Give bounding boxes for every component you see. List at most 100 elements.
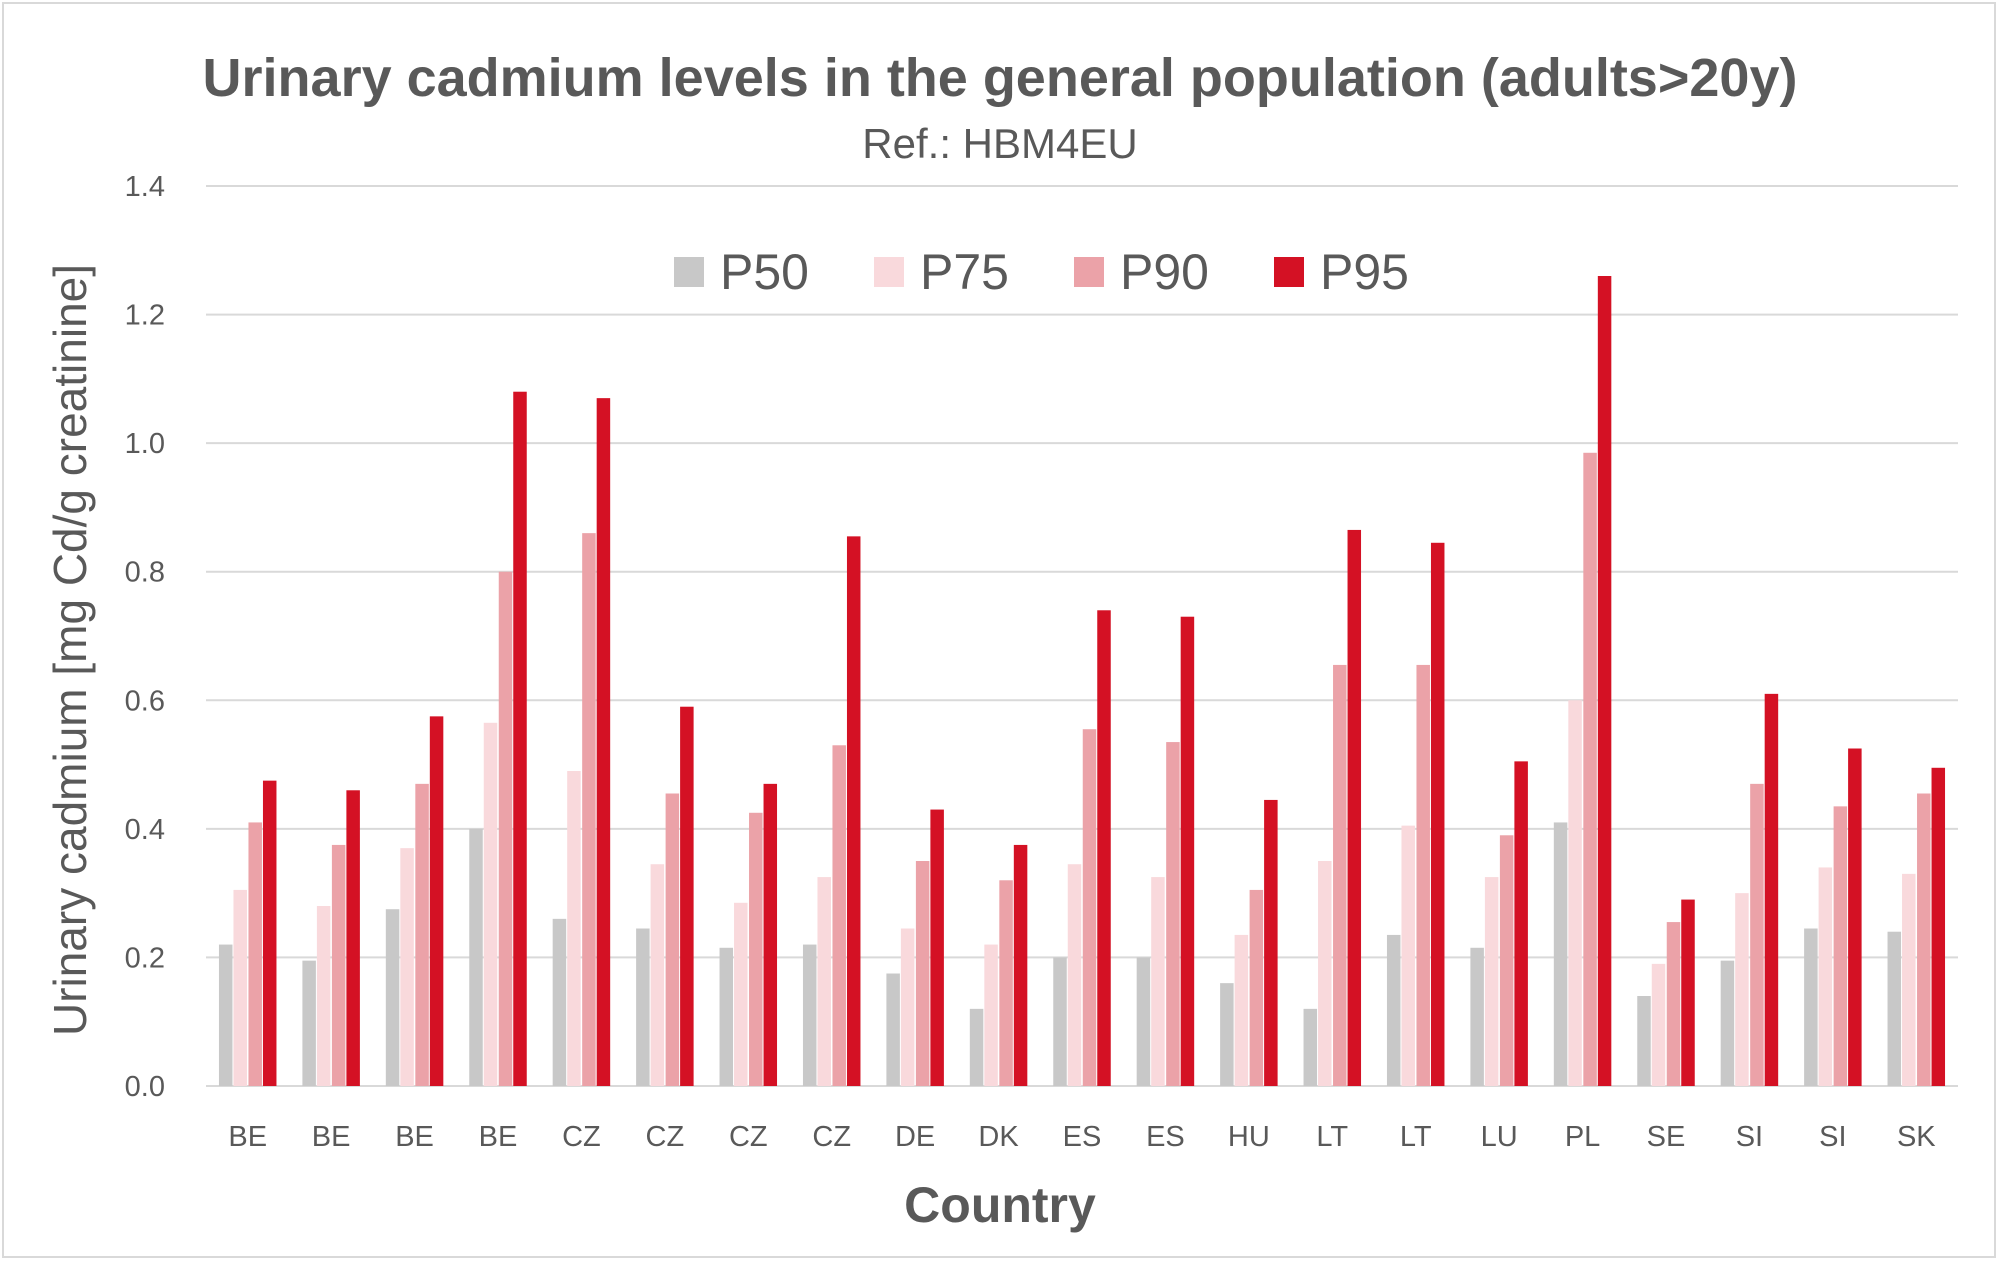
legend-label-p50: P50 <box>720 244 809 300</box>
bar-p50 <box>1220 983 1234 1086</box>
y-tick-label: 1.2 <box>125 300 165 332</box>
bar-p50 <box>636 928 650 1086</box>
bar-p75 <box>400 848 414 1086</box>
bar-p90 <box>1416 664 1430 1086</box>
bar-p90 <box>1499 835 1514 1086</box>
y-tick-label: 0.8 <box>125 557 165 589</box>
bar-p75 <box>817 877 831 1086</box>
x-tick-label: SK <box>1897 1121 1936 1153</box>
bar-p95 <box>1347 529 1362 1086</box>
legend-swatch-p95 <box>1274 257 1304 287</box>
bar-p75 <box>734 902 748 1086</box>
x-tick-label: CZ <box>562 1121 601 1153</box>
x-tick-label: DK <box>978 1121 1019 1153</box>
bar-p95 <box>1013 844 1028 1086</box>
bar-p95 <box>1180 616 1195 1086</box>
bar-p95 <box>1764 693 1779 1086</box>
legend-swatch-p75 <box>874 257 904 287</box>
bar-p75 <box>483 722 498 1086</box>
bar-p75 <box>1818 867 1833 1086</box>
x-tick-label: BE <box>479 1121 518 1153</box>
bar-p50 <box>1887 931 1902 1086</box>
y-tick-label: 0.0 <box>125 1071 165 1103</box>
legend-swatch-p90 <box>1074 257 1104 287</box>
bar-p50 <box>302 960 316 1086</box>
bar-p75 <box>650 864 665 1086</box>
x-tick-label: SI <box>1736 1121 1763 1153</box>
bar-p90 <box>1333 664 1347 1086</box>
x-tick-label: LT <box>1316 1121 1348 1153</box>
bar-p75 <box>567 771 581 1086</box>
bar-p75 <box>1568 700 1582 1086</box>
bar-p95 <box>262 780 277 1086</box>
bar-p50 <box>802 944 817 1086</box>
bar-p50 <box>1553 822 1568 1086</box>
y-axis-ticks: 0.0 0.2 0.4 0.6 0.8 1.0 1.2 1.4 <box>125 171 165 1103</box>
chart-subtitle: Ref.: HBM4EU <box>862 120 1137 167</box>
x-tick-label: ES <box>1063 1121 1102 1153</box>
y-axis-label: Urinary cadmium [mg Cd/g creatinine] <box>44 264 96 1036</box>
y-tick-label: 0.2 <box>125 942 165 974</box>
x-tick-label: BE <box>228 1121 267 1153</box>
bar-p50 <box>1303 1008 1318 1086</box>
bar-p50 <box>1720 960 1735 1086</box>
bar-p95 <box>1597 276 1612 1086</box>
y-tick-label: 0.6 <box>125 685 165 717</box>
bar-p95 <box>1848 748 1862 1086</box>
bar-p50 <box>385 909 400 1086</box>
bar-p90 <box>1666 922 1681 1086</box>
bar-p50 <box>1804 928 1818 1086</box>
bar-p90 <box>582 533 596 1086</box>
bar-p75 <box>1401 825 1415 1086</box>
x-tick-label: CZ <box>729 1121 768 1153</box>
x-tick-label: PL <box>1565 1121 1600 1153</box>
bar-p95 <box>846 536 861 1086</box>
bar-p90 <box>415 783 429 1086</box>
x-tick-label: SE <box>1647 1121 1686 1153</box>
bar-p95 <box>346 790 360 1086</box>
x-tick-label: HU <box>1228 1121 1270 1153</box>
bar-p50 <box>1386 934 1401 1086</box>
legend-label-p90: P90 <box>1120 244 1209 300</box>
bar-p90 <box>1082 729 1097 1086</box>
bar-p75 <box>1234 934 1249 1086</box>
bar-p95 <box>1430 542 1445 1086</box>
bar-p90 <box>1166 742 1180 1086</box>
bar-p90 <box>331 844 346 1086</box>
bar-p50 <box>1053 957 1067 1086</box>
x-tick-label: CZ <box>812 1121 851 1153</box>
bar-p90 <box>832 745 846 1086</box>
bar-p90 <box>1750 783 1764 1086</box>
bar-p50 <box>218 944 233 1086</box>
bar-p95 <box>930 809 944 1086</box>
bar-p90 <box>665 793 680 1086</box>
chart-title: Urinary cadmium levels in the general po… <box>203 48 1798 108</box>
bar-p95 <box>763 783 778 1086</box>
bar-p95 <box>1264 799 1278 1086</box>
bar-p75 <box>316 906 331 1086</box>
bar-p90 <box>1833 806 1848 1086</box>
bar-p95 <box>1514 761 1528 1086</box>
bar-p75 <box>984 944 998 1086</box>
y-tick-label: 0.4 <box>125 814 165 846</box>
x-axis-label: Country <box>904 1177 1096 1233</box>
bar-p95 <box>513 391 527 1086</box>
bar-p90 <box>248 822 262 1086</box>
x-tick-label: CZ <box>646 1121 685 1153</box>
bar-p90 <box>915 861 930 1086</box>
bar-p75 <box>233 889 247 1086</box>
legend-swatch-p50 <box>674 257 704 287</box>
bar-p50 <box>1637 996 1651 1086</box>
bar-p95 <box>596 398 611 1087</box>
bar-p50 <box>719 947 734 1086</box>
bar-p75 <box>1151 877 1165 1086</box>
legend-label-p75: P75 <box>920 244 1009 300</box>
legend-label-p95: P95 <box>1320 244 1409 300</box>
x-axis-categories: BE BE BE BE CZ CZ CZ CZ DE DK ES ES HU LT LT LU PL SE SI SI… <box>228 1121 1936 1153</box>
x-tick-label: BE <box>312 1121 351 1153</box>
bar-p75 <box>900 928 915 1086</box>
bar-p90 <box>1249 889 1264 1086</box>
bar-p50 <box>969 1008 984 1086</box>
gridlines <box>206 185 1958 1087</box>
bar-p95 <box>429 716 444 1086</box>
